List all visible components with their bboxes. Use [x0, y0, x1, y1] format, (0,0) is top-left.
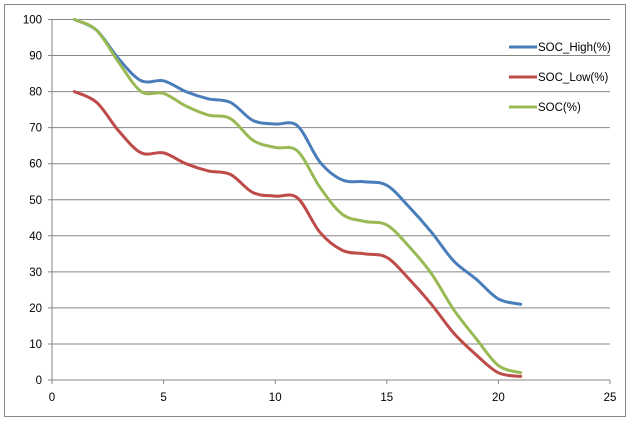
y-tick-label: 40	[29, 231, 42, 243]
y-tick-label: 50	[29, 195, 42, 207]
y-tick-label: 60	[29, 159, 42, 171]
legend-label: SOC(%)	[538, 102, 581, 114]
legend-label: SOC_Low(%)	[538, 72, 608, 84]
y-tick-label: 80	[29, 87, 42, 99]
y-tick-label: 70	[29, 123, 42, 135]
x-tick-label: 10	[269, 392, 282, 404]
y-tick-label: 0	[36, 375, 42, 387]
y-tick-label: 100	[23, 15, 42, 27]
y-tick-label: 30	[29, 267, 42, 279]
y-tick-label: 20	[29, 303, 42, 315]
series-line-2	[72, 18, 523, 375]
series-line-0	[72, 18, 523, 306]
x-tick-label: 5	[160, 392, 166, 404]
y-tick-label: 10	[29, 339, 42, 351]
x-tick-label: 20	[492, 392, 505, 404]
x-tick-label: 0	[49, 392, 55, 404]
legend-label: SOC_High(%)	[538, 42, 611, 54]
y-tick-label: 90	[29, 51, 42, 63]
x-tick-label: 15	[380, 392, 393, 404]
chart-border	[4, 4, 626, 417]
series-line-1	[72, 90, 523, 378]
x-tick-label: 25	[604, 392, 617, 404]
